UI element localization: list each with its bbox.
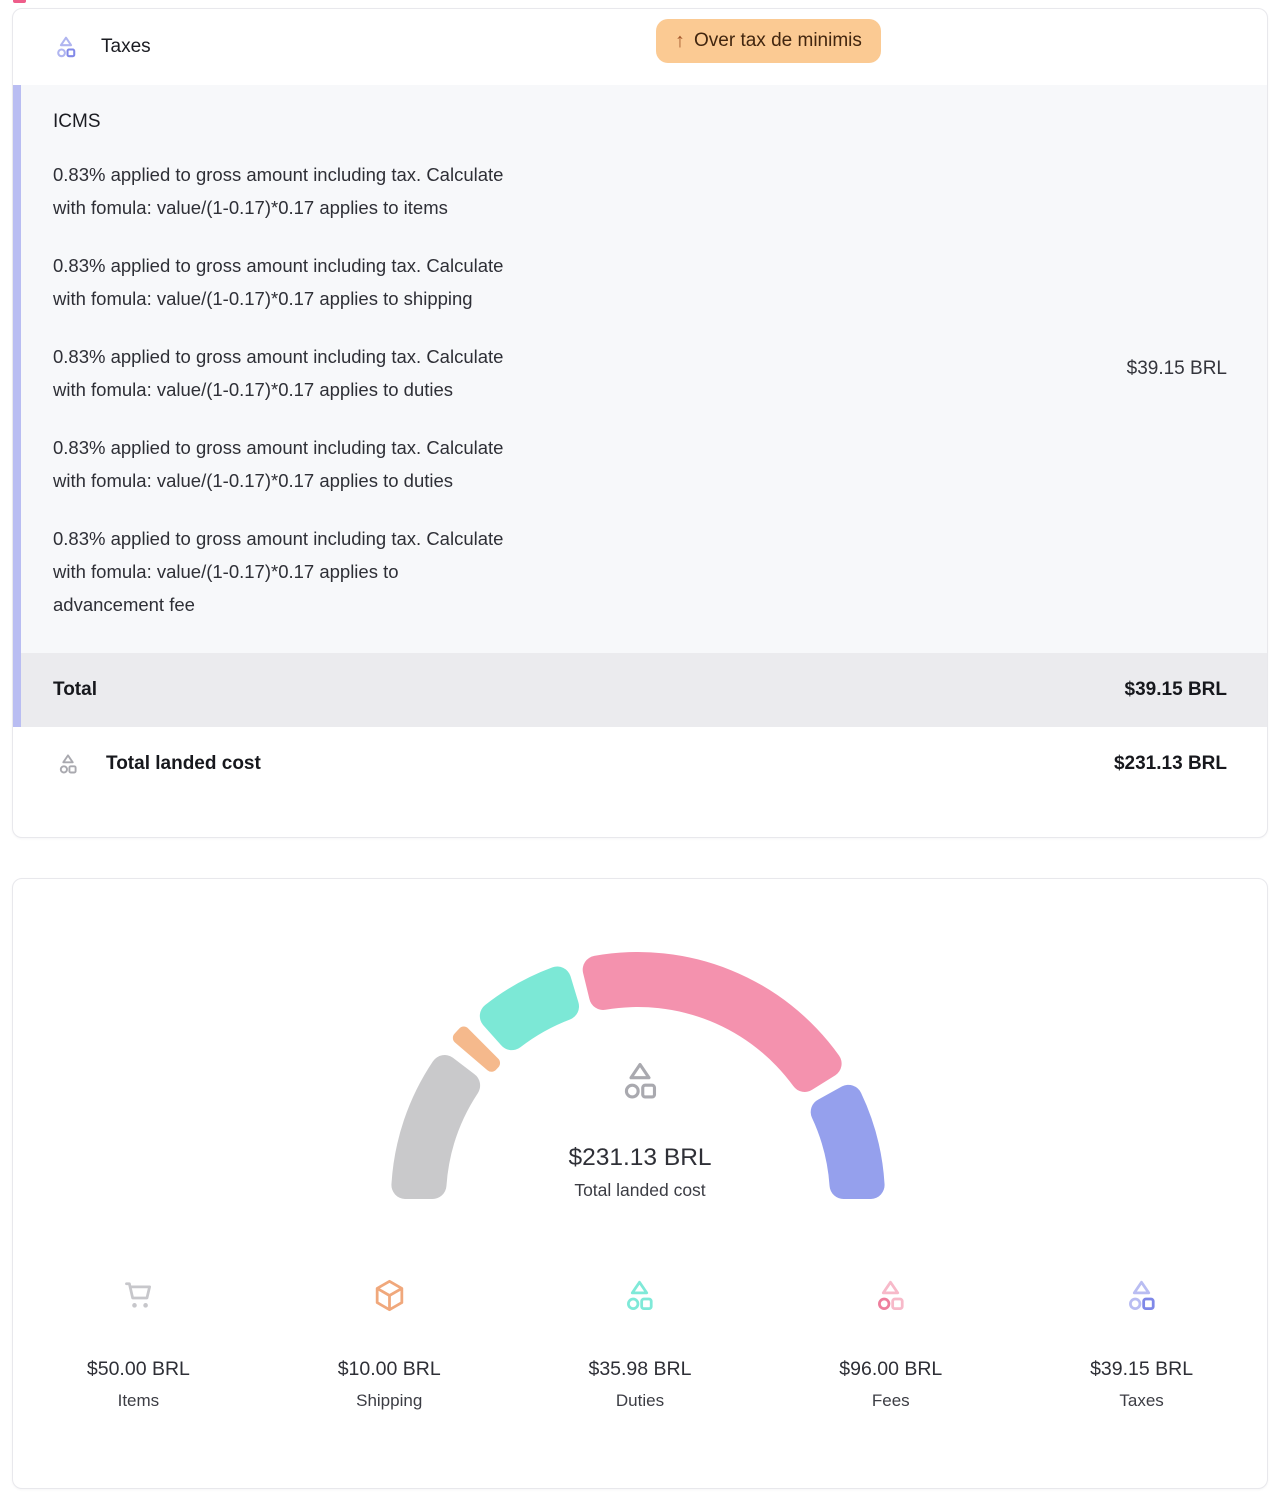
gauge-segment-taxes[interactable] — [810, 1084, 885, 1200]
legend-item-duties: $35.98 BRL Duties — [515, 1273, 766, 1411]
total-landed-cost-amount: $231.13 BRL — [1113, 753, 1227, 774]
legend-value: $50.00 BRL — [86, 1358, 190, 1380]
gauge-segment-items[interactable] — [391, 1055, 481, 1200]
shapes-icon — [627, 1280, 654, 1310]
icms-rule-line: 0.83% applied to gross amount including … — [53, 346, 504, 400]
total-landed-cost-label: Total landed cost — [106, 753, 261, 774]
icms-rule-line: 0.83% applied to gross amount including … — [53, 437, 504, 491]
legend-label: Shipping — [356, 1391, 423, 1410]
legend-label: Taxes — [1119, 1391, 1164, 1410]
legend-label: Items — [117, 1391, 160, 1410]
legend-item-shipping: $10.00 BRL Shipping — [264, 1273, 515, 1411]
legend-label: Fees — [871, 1391, 910, 1410]
gauge-center-value: $231.13 BRL — [568, 1144, 712, 1171]
icms-amount: $39.15 BRL — [1126, 358, 1227, 379]
arrow-up-icon: ↑ — [675, 29, 685, 52]
legend-value: $39.15 BRL — [1090, 1358, 1194, 1380]
badge-label: Over tax de minimis — [694, 30, 862, 51]
package-icon — [375, 1279, 403, 1311]
legend-item-fees: $96.00 BRL Fees — [765, 1273, 1016, 1411]
legend-value: $96.00 BRL — [839, 1358, 943, 1380]
landed-cost-chart-card: $231.13 BRL Total landed cost $50.00 BRL… — [12, 878, 1268, 1489]
taxes-card: Taxes ↑ Over tax de minimis ICMS 0.83% a… — [12, 8, 1268, 838]
cost-breakdown-legend: $50.00 BRL Items $10.00 BRL Shipping — [13, 1273, 1267, 1411]
icms-rule-line: 0.83% applied to gross amount including … — [53, 164, 504, 218]
legend-value: $35.98 BRL — [588, 1358, 692, 1380]
section-title: Taxes — [101, 36, 151, 57]
total-amount: $39.15 BRL — [1124, 679, 1227, 700]
legend-label: Duties — [615, 1391, 665, 1410]
shapes-icon — [1129, 1280, 1155, 1310]
taxes-header: Taxes ↑ Over tax de minimis — [13, 9, 1267, 85]
icms-rule-line: 0.83% applied to gross amount including … — [53, 255, 504, 309]
gauge-center-label: Total landed cost — [574, 1180, 706, 1200]
gauge-segment-duties[interactable] — [479, 966, 580, 1051]
total-label: Total — [53, 679, 97, 700]
gauge-segment-shipping[interactable] — [452, 1026, 501, 1072]
icms-panel: ICMS 0.83% applied to gross amount inclu… — [13, 85, 1267, 653]
icms-heading: ICMS — [53, 111, 101, 132]
total-landed-cost-row: Total landed cost $231.13 BRL — [13, 727, 1267, 837]
over-tax-de-minimis-badge: ↑ Over tax de minimis — [656, 19, 881, 63]
legend-item-taxes: $39.15 BRL Taxes — [1016, 1273, 1267, 1411]
shapes-icon — [624, 1062, 657, 1099]
shapes-icon — [59, 754, 77, 774]
cart-icon — [124, 1281, 151, 1308]
shapes-icon — [57, 36, 76, 58]
legend-value: $10.00 BRL — [337, 1358, 441, 1380]
taxes-total-row: Total $39.15 BRL — [13, 653, 1267, 727]
legend-item-items: $50.00 BRL Items — [13, 1273, 264, 1411]
page-top-accent-fragment — [13, 0, 26, 3]
shapes-icon — [878, 1280, 904, 1310]
landed-cost-gauge-chart — [391, 952, 885, 1200]
icms-rule-line: 0.83% applied to gross amount including … — [53, 528, 504, 615]
gauge-segment-fees[interactable] — [582, 952, 842, 1092]
